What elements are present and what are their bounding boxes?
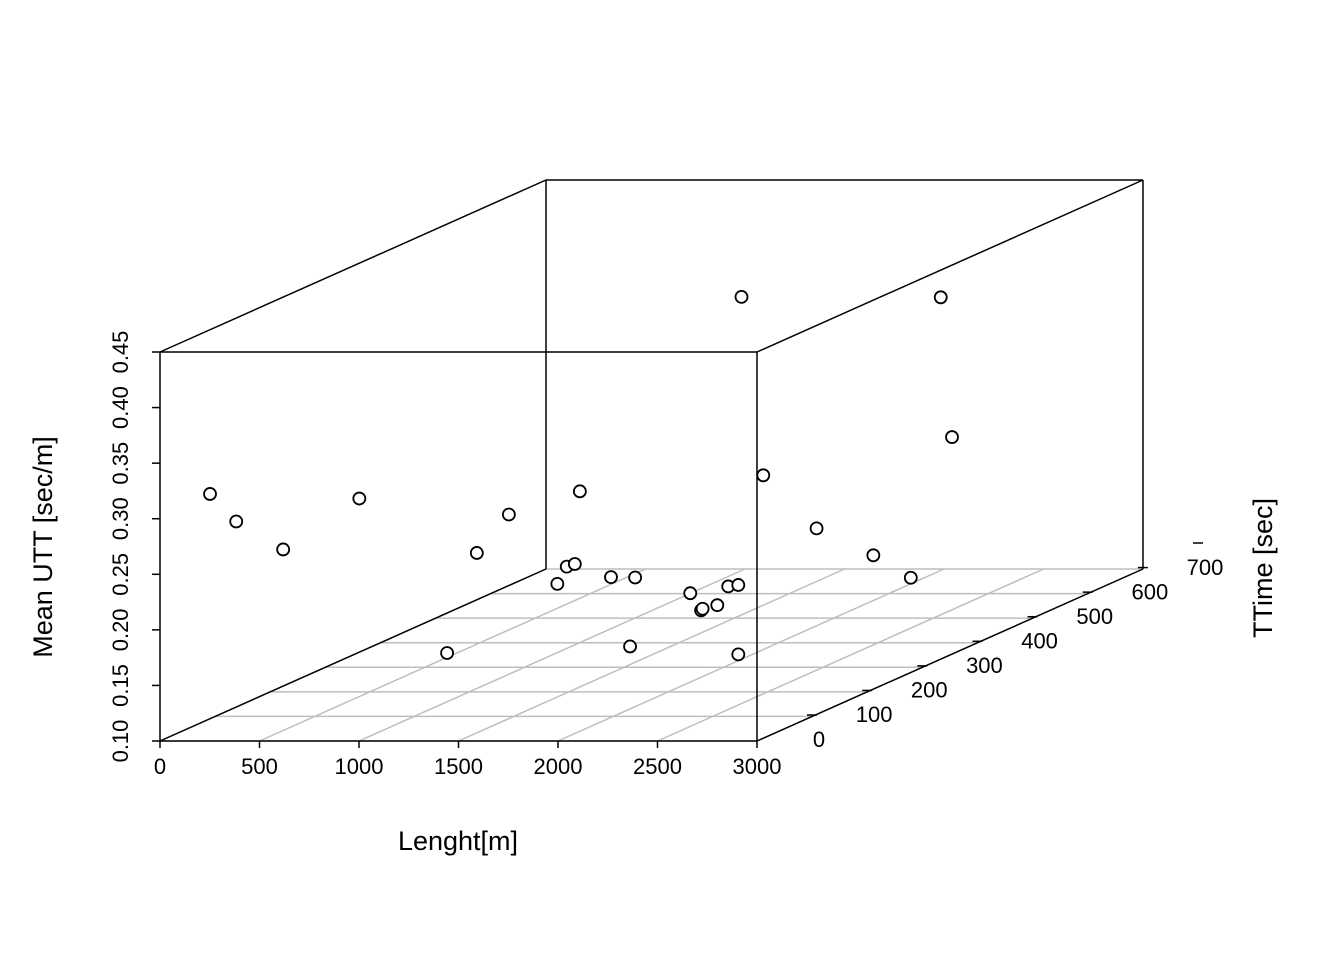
x-tick-label: 1000 [335,754,384,779]
point [628,570,643,585]
point [695,601,710,616]
y-axis-title: TTime [sec] [1248,498,1278,638]
z-tick-label: 0.25 [108,553,133,596]
y-tick-label: 400 [1021,629,1058,654]
point [276,542,291,557]
z-tick-label: 0.45 [108,331,133,374]
point [731,647,746,662]
z-axis-title: Mean UTT [sec/m] [28,436,58,658]
grid-line [358,568,746,742]
box-edge [159,568,547,742]
z-tick-label: 0.20 [108,608,133,651]
y-tick-label: 600 [1131,579,1168,604]
grid-line [557,568,945,742]
point [550,576,565,591]
point [903,570,918,585]
z-tick-label: 0.40 [108,386,133,429]
point [710,598,725,613]
point [933,290,948,305]
y-tick-label: 0 [813,727,825,752]
point [623,639,637,654]
point [501,507,516,522]
point [734,289,749,304]
point [604,570,618,585]
y-tick-label: 500 [1076,604,1113,629]
y-tick-label: 300 [966,653,1003,678]
point [731,578,746,592]
point [229,514,244,529]
x-tick-label: 1500 [434,754,483,779]
box-edge [756,179,1144,353]
x-tick-label: 2500 [633,754,682,779]
point [352,491,367,506]
point [203,487,217,501]
point [567,557,582,571]
y-tick-label: 700 [1187,555,1224,580]
box-edge [159,179,547,353]
point [809,521,824,536]
grid-line [657,568,1044,742]
point [945,430,959,444]
point [866,548,881,563]
x-axis-title: Lenght[m] [398,826,518,856]
z-tick-label: 0.30 [108,497,133,540]
point [683,586,698,601]
point [440,646,454,660]
x-tick-label: 500 [241,754,278,779]
point [756,468,771,483]
z-tick-label: 0.35 [108,442,133,485]
grid-line [458,568,845,742]
point [572,484,587,499]
point [469,546,484,560]
x-tick-label: 3000 [733,754,782,779]
x-tick-label: 0 [154,754,166,779]
box-edge [756,568,1144,742]
y-tick-label: 100 [856,702,893,727]
y-tick-label: 200 [911,678,948,703]
x-tick-label: 2000 [534,754,583,779]
z-tick-label: 0.15 [108,664,133,707]
z-tick-label: 0.10 [108,720,133,763]
